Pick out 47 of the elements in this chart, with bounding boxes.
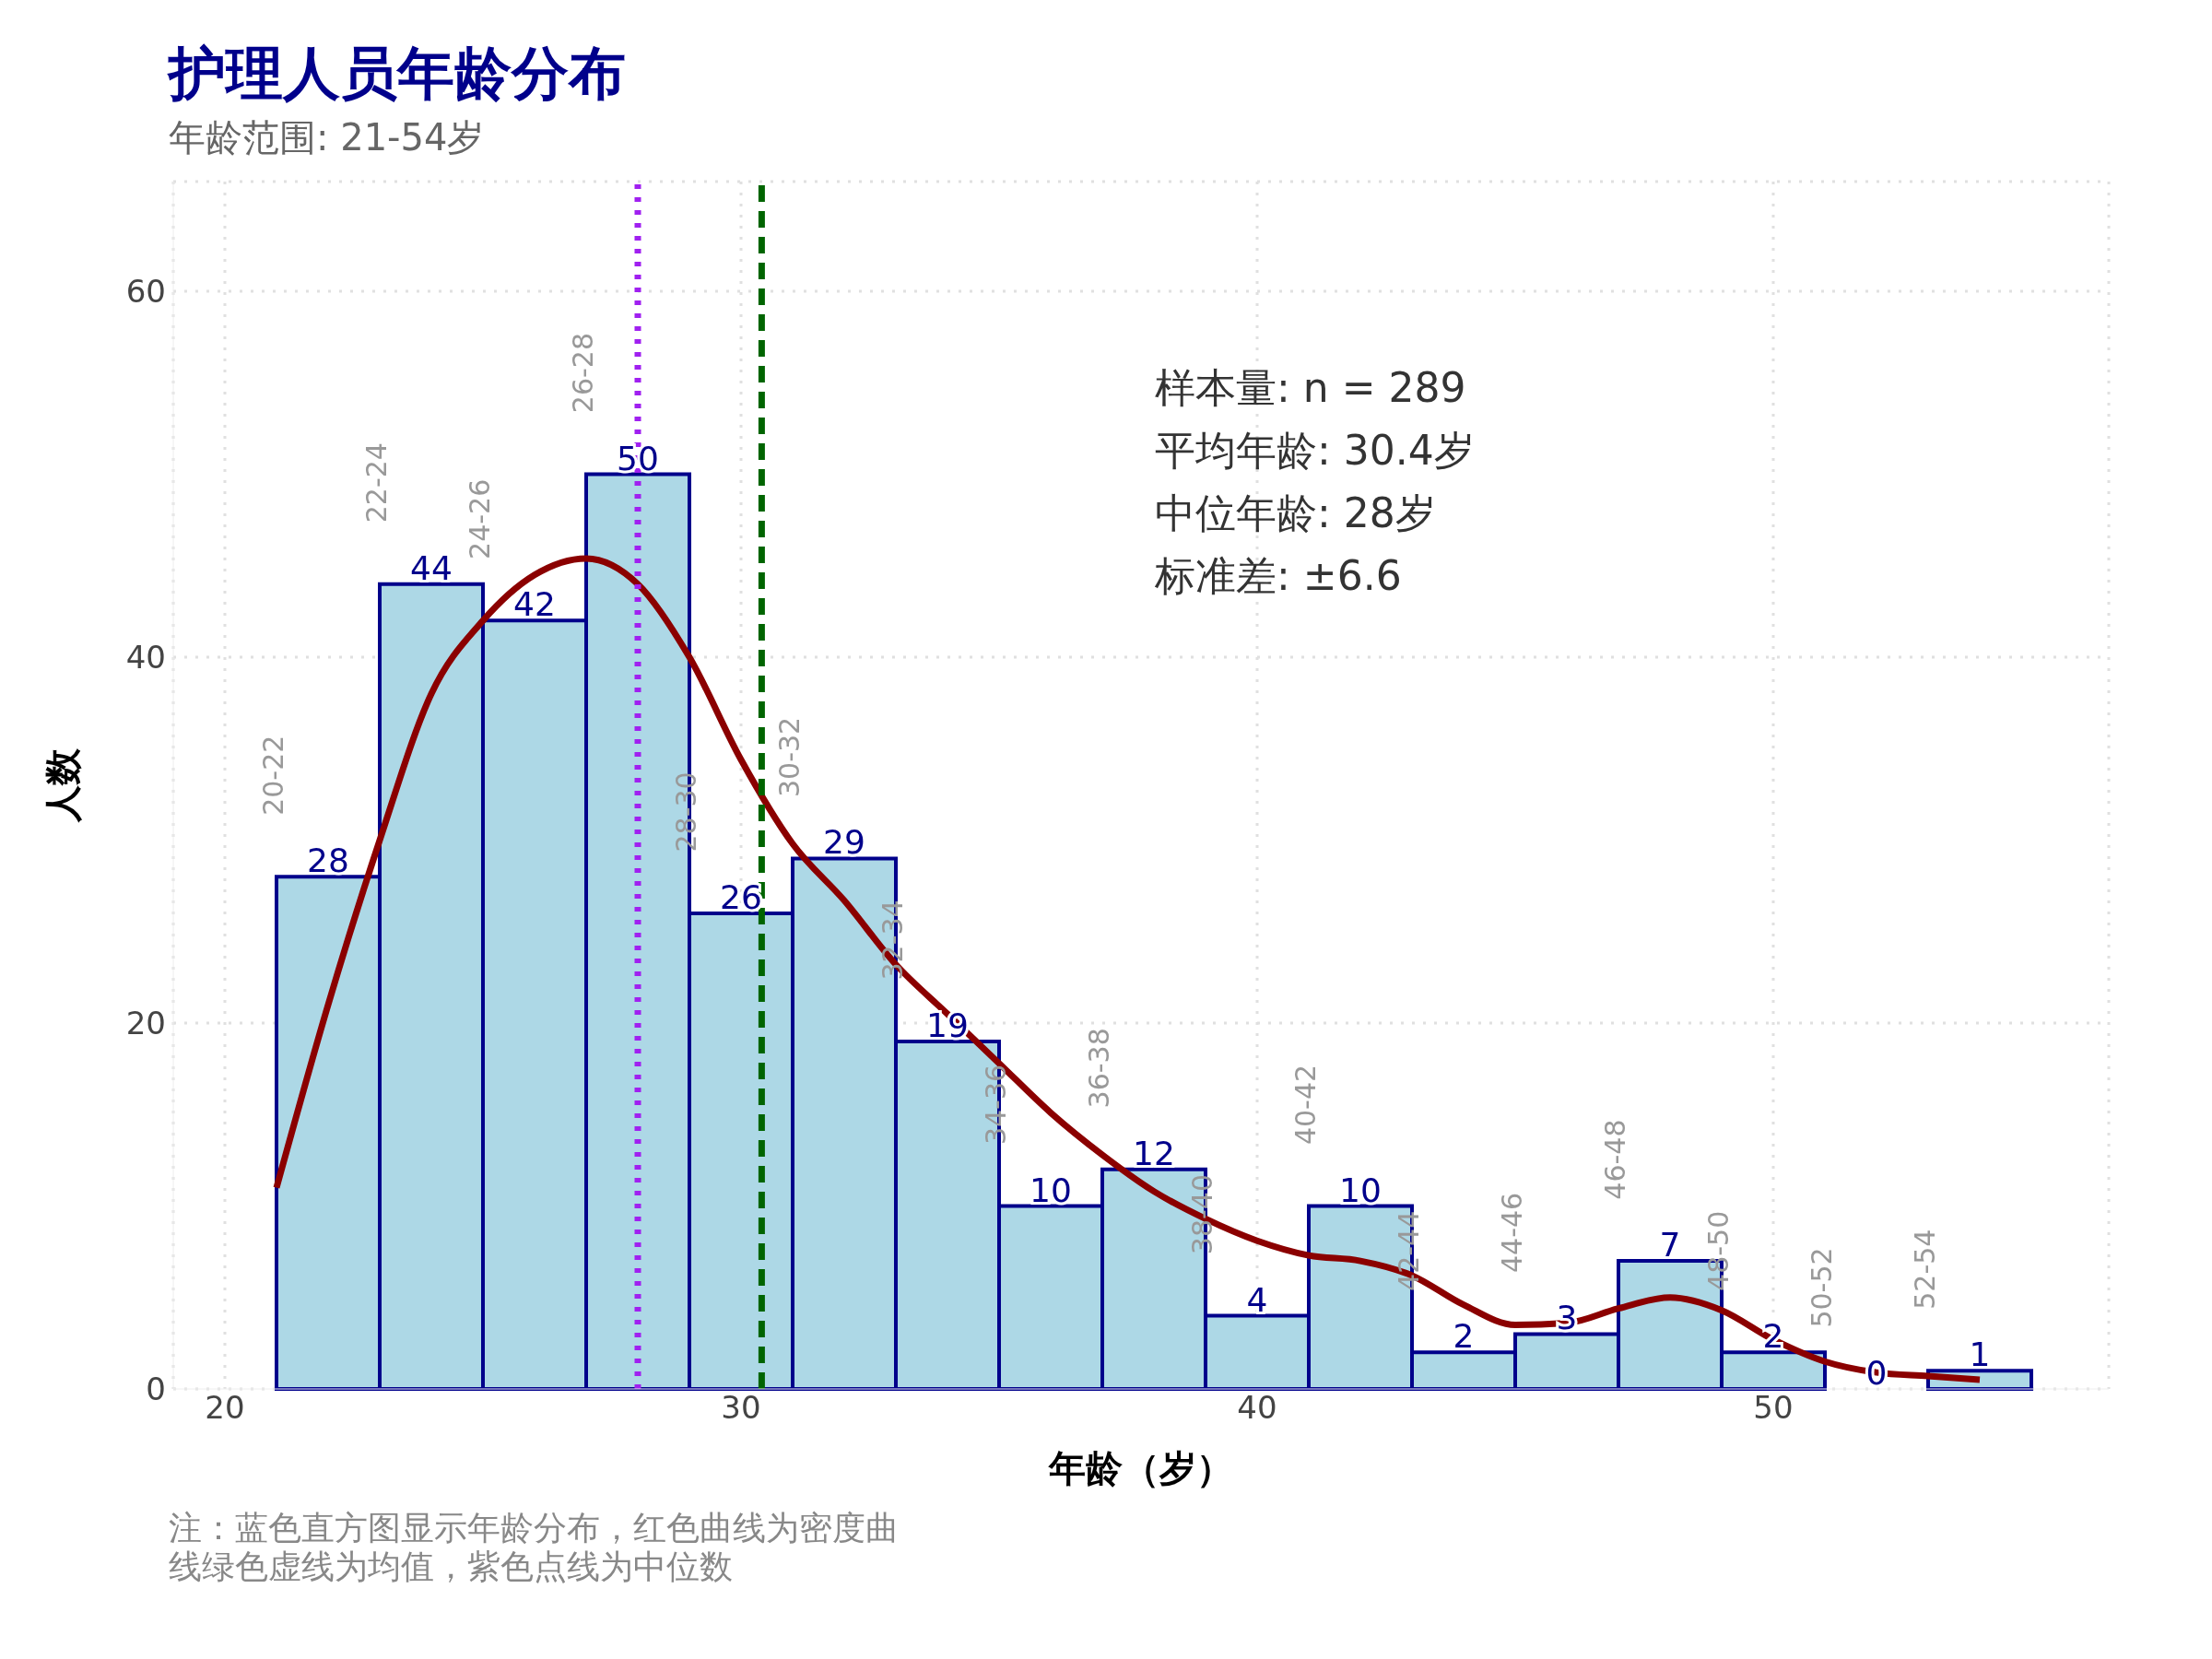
annotation: 42-44	[1392, 1210, 1425, 1291]
chart-title: 护理人员年龄分布	[169, 39, 627, 109]
data-label: 29	[823, 823, 865, 862]
annotation: 40-42	[1288, 1064, 1322, 1146]
annotation: 24-26	[463, 478, 496, 559]
data-label: 1	[1969, 1335, 1991, 1374]
x-tick-label: 40	[1237, 1389, 1277, 1427]
annotation: 26-28	[566, 332, 599, 414]
data-label: 42	[513, 585, 556, 624]
text: 注：蓝色直方图显示年龄分布，红色曲线为密度曲线绿色虚线为均值，紫色点线为中位数	[169, 1509, 900, 1586]
y-tick-label: 60	[125, 273, 166, 311]
x-tick-label: 30	[721, 1389, 761, 1427]
annotation: 48-50	[1701, 1210, 1735, 1291]
x-axis-title: 年龄（岁）	[1048, 1447, 1233, 1489]
annotation: 32-34	[876, 900, 909, 981]
annotation: 34-36	[979, 1064, 1012, 1146]
y-axis-title: 人数	[41, 747, 85, 823]
data-label: 50	[617, 439, 659, 477]
annotation: 46-48	[1598, 1119, 1631, 1200]
annotation: 50-52	[1805, 1247, 1838, 1328]
x-tick-label: 20	[205, 1389, 245, 1427]
annotation: 52-54	[1908, 1229, 1941, 1310]
annotation: 22-24	[359, 442, 393, 524]
annotation: 30-32	[772, 716, 806, 797]
data-label: 7	[1659, 1226, 1681, 1265]
y-tick-label: 0	[146, 1371, 166, 1408]
annotation: 36-38	[1082, 1028, 1115, 1109]
data-label: 10	[1339, 1171, 1382, 1209]
annotation: 中位年龄: 28岁	[1155, 488, 1437, 538]
data-label: 2	[1453, 1317, 1475, 1356]
x-tick-label: 50	[1753, 1389, 1794, 1427]
annotation: 20-22	[256, 735, 289, 816]
annotation: 平均年龄: 30.4岁	[1155, 426, 1475, 476]
annotation: 44-46	[1495, 1192, 1528, 1274]
annotation: 28-30	[669, 771, 702, 853]
annotation: 38-40	[1185, 1174, 1218, 1255]
chart-subtitle: 年龄范围: 21-54岁	[169, 115, 486, 160]
data-label: 12	[1133, 1134, 1175, 1172]
data-label: 44	[410, 548, 453, 587]
data-label: 26	[720, 877, 762, 916]
data-label: 28	[307, 841, 349, 880]
data-label: 4	[1246, 1280, 1268, 1319]
data-label: 10	[1030, 1171, 1072, 1209]
y-tick-label: 40	[125, 639, 166, 677]
y-tick-label: 20	[125, 1005, 166, 1042]
annotation: 标准差: ±6.6	[1155, 551, 1403, 601]
annotation: 样本量: n = 289	[1155, 363, 1467, 413]
